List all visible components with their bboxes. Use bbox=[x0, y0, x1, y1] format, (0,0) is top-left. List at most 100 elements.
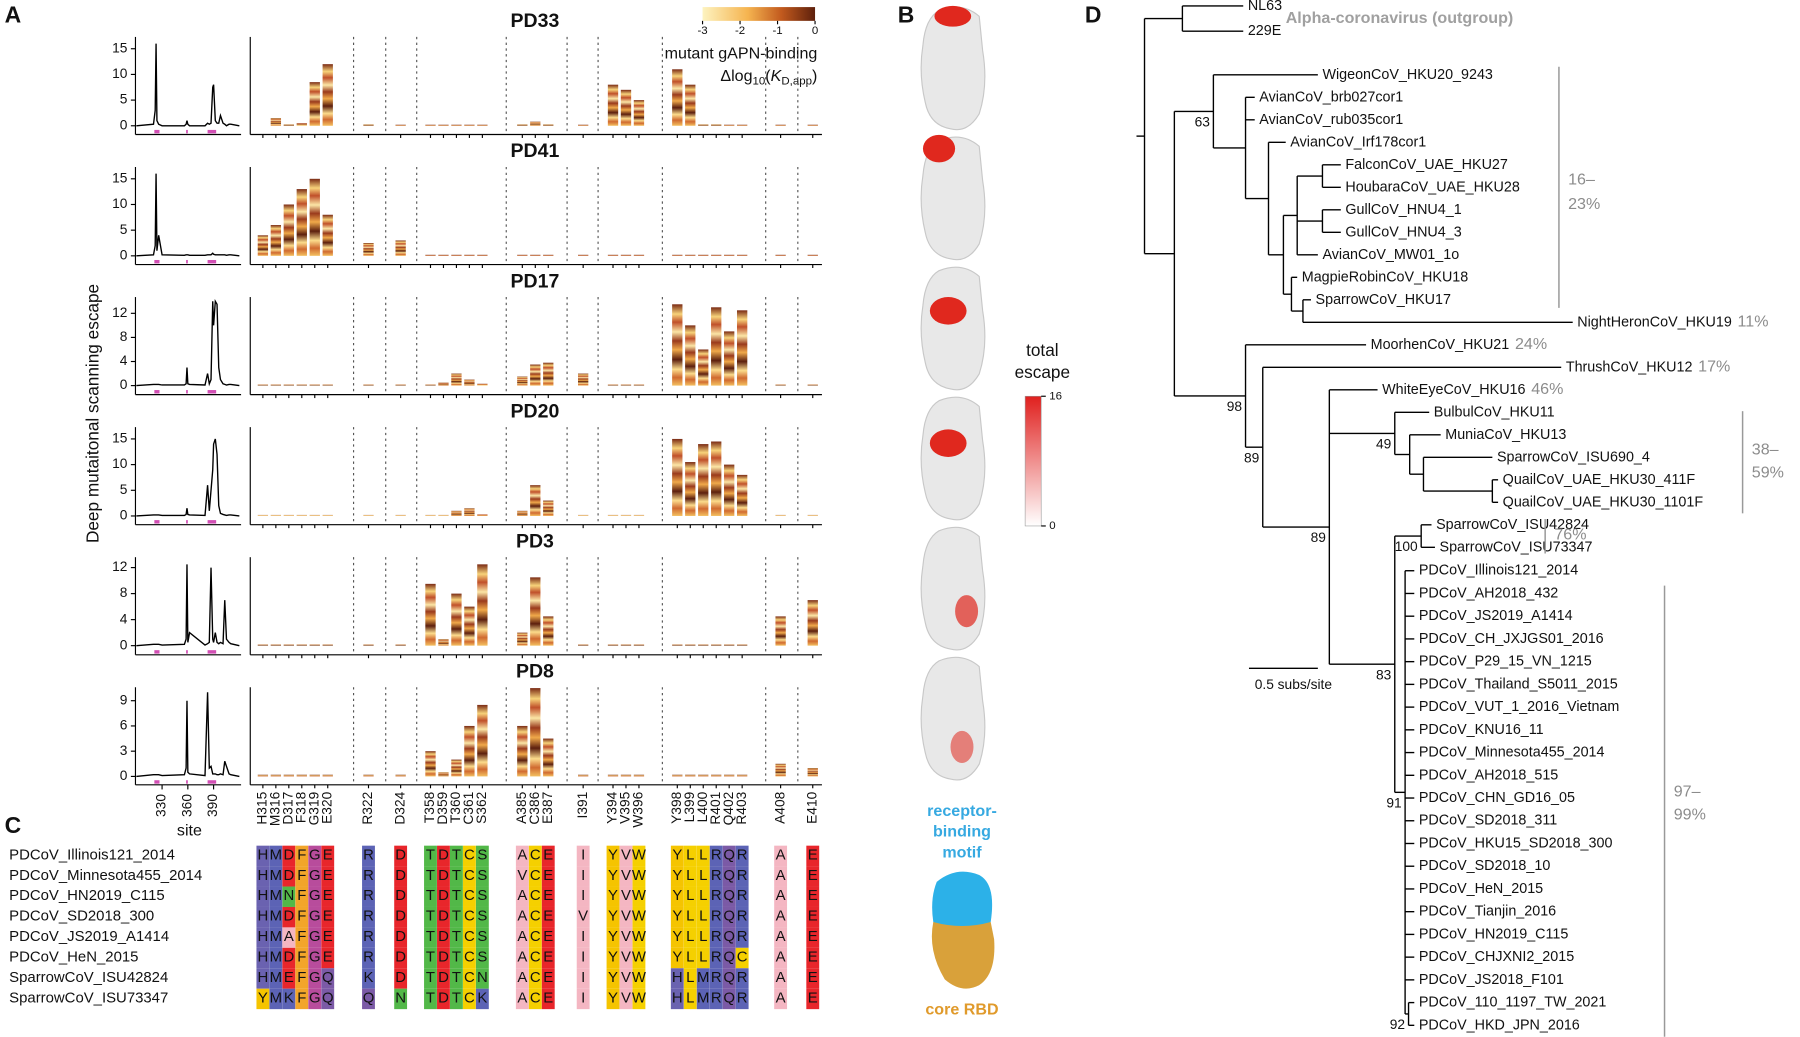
leaf-label: PDCoV_HKU15_SD2018_300 bbox=[1419, 835, 1613, 851]
residue-cell bbox=[709, 906, 723, 928]
residue: F bbox=[297, 846, 306, 863]
residue: I bbox=[581, 928, 585, 945]
leaf-name: SparrowCoV_HKU17 bbox=[1316, 292, 1451, 308]
logo-stack bbox=[685, 462, 696, 516]
logo-stack bbox=[620, 774, 632, 777]
core-label: core RBD bbox=[925, 1001, 998, 1019]
residue-cell bbox=[282, 906, 296, 928]
chart-title: PD20 bbox=[511, 400, 560, 422]
residue-cell bbox=[541, 906, 555, 928]
residue-cell bbox=[256, 845, 270, 867]
logo-stack bbox=[296, 123, 307, 126]
residue: Q bbox=[723, 908, 735, 925]
residue-cell bbox=[475, 988, 489, 1010]
logo-stack bbox=[543, 616, 554, 646]
residue-cell bbox=[515, 906, 529, 928]
leaf-name: NL63 bbox=[1248, 0, 1282, 14]
legend-text: ( bbox=[765, 67, 771, 85]
logo-stack bbox=[736, 474, 748, 516]
residue: E bbox=[323, 949, 333, 966]
residue-cell bbox=[735, 845, 749, 867]
leaf-label: PDCoV_AH2018_515 bbox=[1419, 767, 1558, 783]
residue-cell bbox=[541, 927, 555, 948]
leaf-label: PDCoV_SD2018_10 bbox=[1419, 858, 1550, 874]
rbm-label: receptor- bbox=[927, 802, 997, 820]
residue-cell bbox=[424, 927, 437, 948]
residue-cell bbox=[475, 906, 489, 928]
residue: Y bbox=[672, 846, 682, 863]
residue: C bbox=[530, 928, 541, 945]
residue: E bbox=[808, 908, 818, 925]
site-label: W396 bbox=[631, 791, 646, 827]
logo-stack bbox=[283, 384, 294, 386]
logo-stack bbox=[395, 644, 406, 646]
residue-cell bbox=[541, 988, 555, 1010]
escape-line bbox=[136, 438, 240, 517]
residue: N bbox=[477, 969, 488, 986]
leaf-name: PDCoV_Tianjin_2016 bbox=[1419, 903, 1556, 919]
leaf-name: PDCoV_CHJXNI2_2015 bbox=[1419, 949, 1574, 965]
residue-cell bbox=[576, 906, 590, 928]
logo-stack bbox=[296, 514, 307, 516]
residue: V bbox=[578, 908, 588, 925]
leaf-label: PDCoV_AH2018_432 bbox=[1419, 585, 1558, 601]
residue-cell bbox=[515, 866, 529, 887]
residue-cell bbox=[269, 927, 283, 948]
group-identity: 76% bbox=[1554, 525, 1586, 543]
escape-patch bbox=[955, 595, 979, 628]
residue: G bbox=[309, 867, 321, 884]
residue-cell bbox=[576, 968, 590, 989]
residue-cell bbox=[670, 968, 684, 989]
leaf-name: PDCoV_CHN_GD16_05 bbox=[1419, 790, 1575, 806]
residue: H bbox=[257, 846, 268, 863]
residue: R bbox=[737, 989, 748, 1006]
residue: M bbox=[270, 949, 282, 966]
leaf-label: PDCoV_JS2018_F101 bbox=[1419, 972, 1564, 988]
residue: R bbox=[737, 928, 748, 945]
residue: L bbox=[686, 887, 694, 904]
residue-cell bbox=[295, 906, 309, 928]
leaf-identity: 11% bbox=[1738, 313, 1769, 331]
residue: E bbox=[808, 949, 818, 966]
residue-cell bbox=[806, 845, 820, 867]
residue-cell bbox=[735, 906, 749, 928]
leaf-name: GullCoV_HNU4_1 bbox=[1345, 202, 1461, 218]
logo-stack bbox=[309, 774, 320, 777]
site-marker bbox=[154, 259, 160, 264]
site-marker bbox=[186, 129, 188, 134]
residue: T bbox=[452, 928, 461, 945]
residue-cell bbox=[462, 947, 476, 969]
logo-stack bbox=[543, 124, 554, 126]
residue-cell bbox=[774, 988, 788, 1010]
x-tick-label: 360 bbox=[179, 794, 194, 817]
logo-stack bbox=[543, 500, 554, 516]
residue: V bbox=[621, 949, 631, 966]
logo-stack bbox=[296, 384, 307, 386]
residue: S bbox=[477, 908, 487, 925]
residue-cell bbox=[709, 968, 723, 989]
logo-stack bbox=[530, 577, 541, 646]
residue-cell bbox=[735, 947, 749, 969]
residue: A bbox=[517, 846, 527, 863]
residue: A bbox=[517, 928, 527, 945]
logo-stack bbox=[607, 384, 619, 386]
residue-cell bbox=[282, 968, 296, 989]
residue: D bbox=[395, 949, 406, 966]
residue-cell bbox=[696, 866, 710, 887]
residue-cell bbox=[722, 866, 736, 887]
residue-cell bbox=[528, 927, 542, 948]
residue: L bbox=[699, 908, 707, 925]
x-axis-title: site bbox=[177, 822, 202, 840]
y-axis-title: Deep mutaitonal scanning escape bbox=[83, 284, 103, 543]
residue: L bbox=[686, 908, 694, 925]
sequence-name: PDCoV_HeN_2015 bbox=[9, 949, 138, 966]
residue-cell bbox=[683, 927, 697, 948]
colorbar bbox=[1024, 395, 1042, 527]
residue-cell bbox=[670, 886, 684, 907]
site-marker bbox=[186, 520, 188, 524]
residue: D bbox=[438, 928, 449, 945]
logo-stack bbox=[807, 514, 818, 516]
residue: E bbox=[323, 908, 333, 925]
leaf-label: NL63 bbox=[1248, 0, 1282, 14]
rbm-label: binding bbox=[933, 823, 991, 841]
